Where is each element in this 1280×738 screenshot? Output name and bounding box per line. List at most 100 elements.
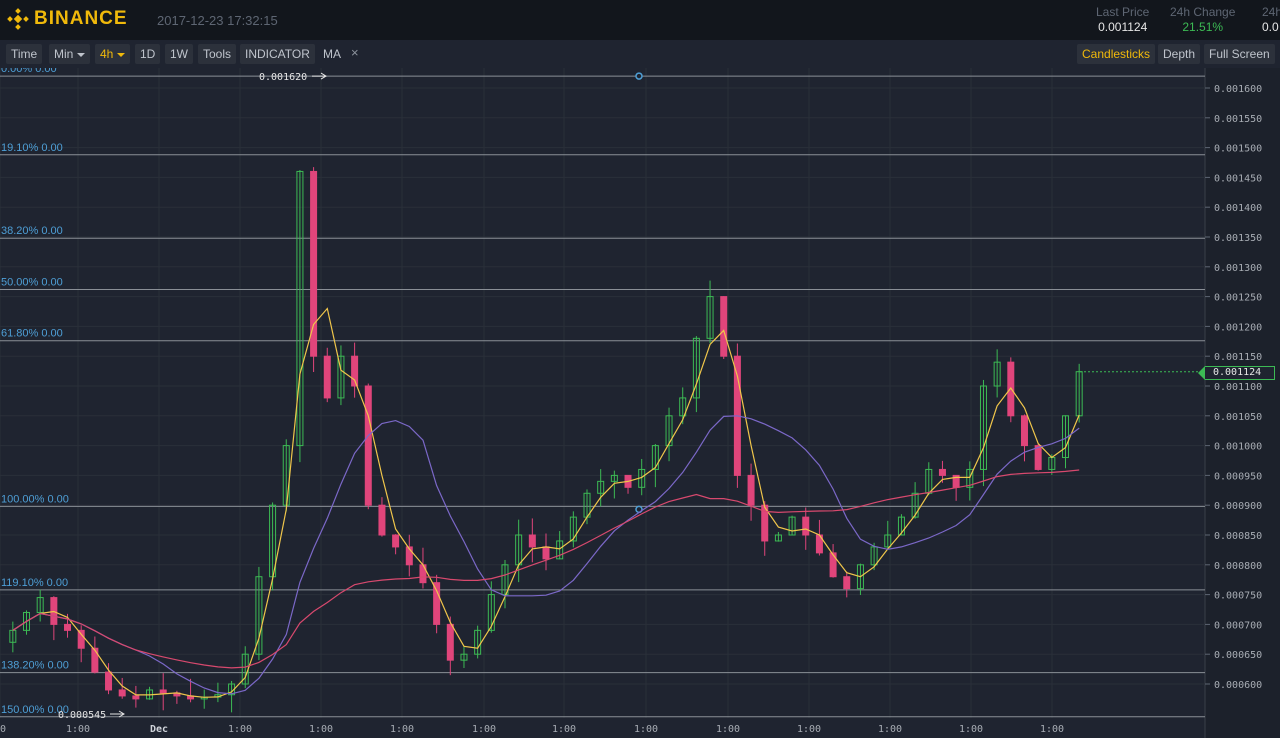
price-axis-label: 0.000900 <box>1214 501 1262 512</box>
1w-button[interactable]: 1W <box>165 44 193 64</box>
candle-body <box>843 576 851 590</box>
low-arrow-icon <box>110 710 125 718</box>
time-axis-label: 1:00 <box>309 724 333 735</box>
fullscreen-label: Full Screen <box>1209 47 1270 61</box>
candle-body <box>487 594 495 631</box>
stat-label: 24h Change <box>1170 5 1236 19</box>
candle-body <box>979 385 987 470</box>
chevron-down-icon <box>77 52 86 57</box>
server-datetime: 2017-12-23 17:32:15 <box>157 13 278 28</box>
time-axis-label: 1:00 <box>797 724 821 735</box>
candle-body <box>993 361 1001 387</box>
fib-anchor-handle <box>635 72 643 80</box>
binance-logo[interactable]: BINANCE <box>7 8 128 30</box>
candle-body <box>856 564 864 590</box>
candle-body <box>665 415 673 447</box>
time-axis-label: 1:00 <box>878 724 902 735</box>
moving-average-line <box>12 469 1080 669</box>
1d-button[interactable]: 1D <box>135 44 161 64</box>
candle-body <box>296 170 304 447</box>
candle-body <box>337 355 345 399</box>
time-axis-label: 00 <box>0 724 6 735</box>
header-bar: BINANCE 2017-12-23 17:32:15 Last Price 0… <box>0 0 1280 40</box>
candle-body <box>501 564 509 596</box>
candle-body <box>610 474 618 482</box>
candle-body <box>105 671 113 691</box>
time-axis-label: 1:00 <box>959 724 983 735</box>
price-axis-label: 0.000600 <box>1214 680 1262 691</box>
plot-area <box>0 68 1205 718</box>
candle-body <box>556 540 564 560</box>
candle-body <box>542 546 550 560</box>
candle-body <box>351 355 359 387</box>
candle-body <box>64 623 72 631</box>
price-axis-panel <box>1205 68 1280 738</box>
time-axis-label: 1:00 <box>716 724 740 735</box>
ma-indicator-tag[interactable]: MA <box>318 44 346 64</box>
1d-label: 1D <box>140 47 156 61</box>
current-price-tag: 0.001124 <box>1198 366 1275 380</box>
candle-body <box>651 445 659 470</box>
24h-change-stat: 24h Change 21.51% <box>1170 5 1235 34</box>
candle-body <box>378 504 386 536</box>
price-axis-label: 0.001600 <box>1214 84 1262 95</box>
chevron-down-icon <box>117 52 126 57</box>
candle-body <box>774 534 782 542</box>
price-axis-label: 0.001100 <box>1214 382 1262 393</box>
candle-body <box>460 653 468 661</box>
price-axis-label: 0.001500 <box>1214 144 1262 155</box>
stat-label: Last Price <box>1096 5 1150 19</box>
candle-body <box>405 546 413 566</box>
time-axis-label: 1:00 <box>552 724 576 735</box>
stat-label: 24h <box>1262 5 1280 19</box>
candle-body <box>884 534 892 548</box>
1w-label: 1W <box>170 47 188 61</box>
24h-stat: 24h 0.0 <box>1262 5 1280 34</box>
time-button[interactable]: Time <box>6 44 43 64</box>
price-axis-label: 0.001450 <box>1214 173 1262 184</box>
candle-body <box>569 516 577 542</box>
candle-body <box>829 552 837 578</box>
candle-body <box>1020 415 1028 447</box>
price-axis-label: 0.001550 <box>1214 114 1262 125</box>
candle-body <box>91 647 99 673</box>
last-price-stat: Last Price 0.001124 <box>1096 5 1149 34</box>
fibonacci-level-label: 119.10% 0.00 <box>1 577 68 589</box>
fibonacci-level-label: 138.20% 0.00 <box>1 660 69 672</box>
candle-body <box>446 623 454 661</box>
candle-body <box>433 582 441 625</box>
moving-average-line <box>12 307 1080 698</box>
fibonacci-level-label: 150.00% 0.00 <box>1 704 69 716</box>
interval-label: 4h <box>100 47 114 61</box>
candle-body <box>679 397 687 417</box>
candle-body <box>870 546 878 566</box>
candle-body <box>747 474 755 506</box>
candle-body <box>802 516 810 536</box>
ma-label: MA <box>323 47 341 61</box>
depth-button[interactable]: Depth <box>1158 44 1201 64</box>
tools-button[interactable]: Tools <box>198 44 237 64</box>
close-ma-icon[interactable]: × <box>351 45 359 60</box>
indicator-button[interactable]: INDICATOR <box>240 44 315 64</box>
interval-dropdown[interactable]: 4h <box>95 44 131 64</box>
candle-body <box>528 534 536 548</box>
candle-body <box>159 689 167 694</box>
binance-diamond-icon <box>7 8 29 30</box>
price-axis-label: 0.001250 <box>1214 293 1262 304</box>
candle-body <box>36 597 44 613</box>
time-axis-label: 1:00 <box>634 724 658 735</box>
time-axis-label: 1:00 <box>390 724 414 735</box>
time-axis-label: 1:00 <box>1040 724 1064 735</box>
candle-body <box>323 355 331 399</box>
fibonacci-level-label: 100.00% 0.00 <box>1 493 69 505</box>
stat-value: 21.51% <box>1182 20 1224 34</box>
min-label: Min <box>54 47 74 61</box>
candle-body <box>706 296 714 339</box>
candle-body <box>392 534 400 548</box>
fullscreen-button[interactable]: Full Screen <box>1204 44 1275 64</box>
min-dropdown[interactable]: Min <box>49 44 91 64</box>
candle-body <box>897 516 905 536</box>
candlesticks-button[interactable]: Candlesticks <box>1077 44 1156 64</box>
indicator-label: INDICATOR <box>245 47 310 61</box>
candlestick-chart[interactable]: 0.001600 0.001550 0.001500 0.001450 0.001400… <box>0 68 1280 738</box>
